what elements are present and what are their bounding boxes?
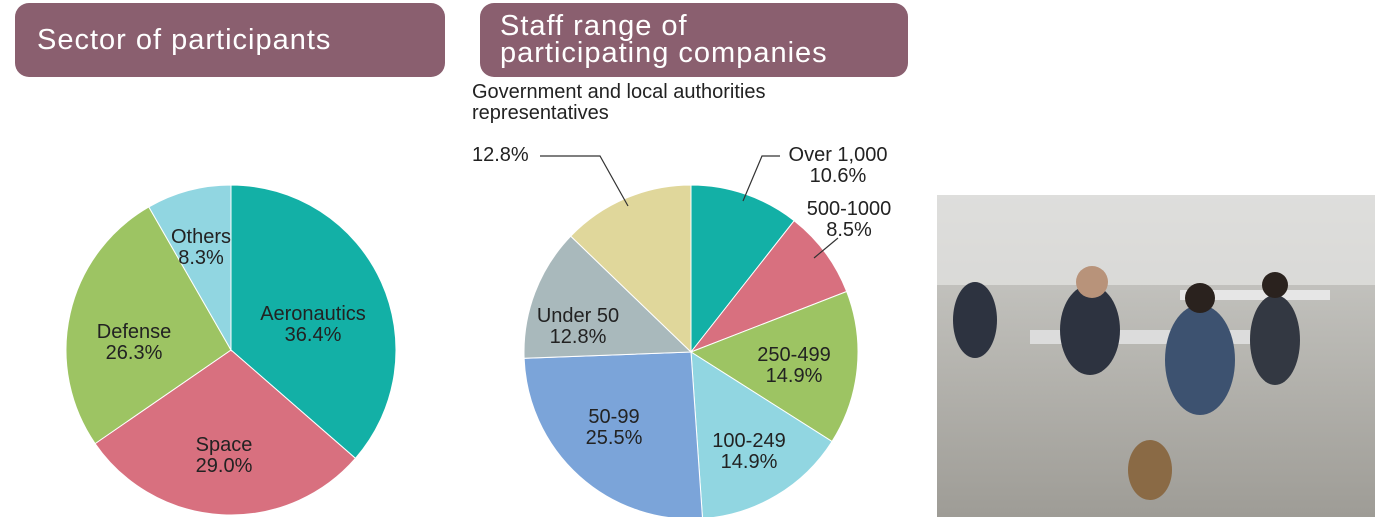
leader-line bbox=[813, 237, 839, 259]
value-label: 12.8% bbox=[472, 144, 529, 166]
pie-slice bbox=[94, 349, 357, 516]
slice-name: Over 1,000 bbox=[788, 144, 888, 166]
photo bbox=[937, 195, 1375, 517]
slice-name: Aeronautics bbox=[260, 303, 366, 325]
slice-label: 250-499 14.9% bbox=[757, 345, 830, 387]
value-label: 29.0% bbox=[195, 455, 253, 477]
value-label: 26.3% bbox=[105, 342, 163, 364]
value-label: 14.9% bbox=[720, 451, 778, 473]
slice-label: 100-249 14.9% bbox=[712, 431, 785, 473]
slice-name: Space bbox=[195, 434, 253, 456]
slice-name: Government and local authorities represe… bbox=[472, 81, 766, 124]
value-label: 8.3% bbox=[178, 247, 224, 269]
value-label: 25.5% bbox=[585, 427, 643, 449]
slice-name: Defense bbox=[96, 321, 172, 343]
slice-label: Others 8.3% bbox=[171, 227, 231, 269]
pie-slice bbox=[689, 290, 859, 443]
slice-name: Others bbox=[170, 226, 232, 248]
slice-name: 250-499 bbox=[757, 344, 831, 366]
slice-label: Defense 26.3% bbox=[97, 322, 172, 364]
pie-slice bbox=[65, 206, 232, 445]
value-label: 8.5% bbox=[826, 219, 872, 241]
slice-label: Under 50 12.8% bbox=[537, 306, 619, 348]
value-label: 10.6% bbox=[809, 165, 867, 187]
value-label: 12.8% bbox=[549, 326, 607, 348]
slice-label: Aeronautics 36.4% bbox=[260, 304, 366, 346]
leader-line bbox=[540, 155, 629, 207]
pie-slice bbox=[690, 351, 833, 517]
slice-label: 50-99 25.5% bbox=[586, 407, 643, 449]
leader-line bbox=[742, 155, 780, 202]
slice-label: Space 29.0% bbox=[196, 435, 253, 477]
chart-title: Sector of participants bbox=[15, 3, 445, 77]
slice-label: 500-1000 8.5% bbox=[807, 199, 892, 241]
chart-title: Staff range of participating companies bbox=[480, 3, 908, 77]
value-label: 36.4% bbox=[284, 324, 342, 346]
pie-slice bbox=[689, 219, 848, 354]
pie-slice bbox=[523, 351, 703, 517]
value-label: 14.9% bbox=[765, 365, 823, 387]
slice-name: Under 50 bbox=[536, 305, 620, 327]
slice-name: 50-99 bbox=[588, 406, 640, 428]
slice-name: 500-1000 bbox=[806, 198, 892, 220]
slice-label: Over 1,000 10.6% bbox=[789, 145, 888, 187]
pie-slice bbox=[148, 184, 232, 352]
pie-slice bbox=[523, 235, 693, 359]
slice-name: 100-249 bbox=[712, 430, 786, 452]
pie-slice bbox=[570, 184, 692, 354]
pie-slice bbox=[230, 184, 397, 460]
